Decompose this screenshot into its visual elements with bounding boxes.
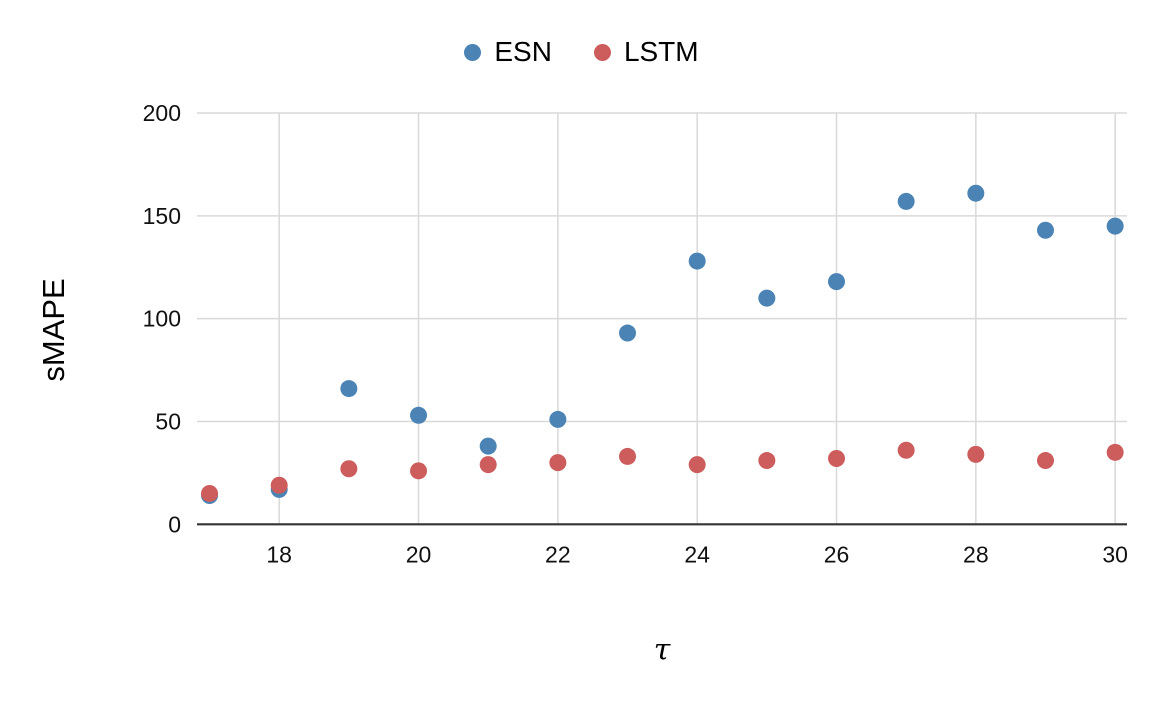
data-point-esn — [549, 410, 567, 428]
legend-label-esn: ESN — [494, 36, 552, 67]
data-point-esn — [410, 406, 428, 424]
y-tick-label: 0 — [168, 511, 181, 537]
data-point-lstm — [270, 476, 288, 494]
data-point-esn — [758, 289, 776, 307]
data-point-lstm — [479, 456, 497, 474]
y-tick-label: 200 — [143, 100, 181, 126]
legend-item-esn: ESN — [464, 38, 552, 66]
x-tick-label: 18 — [266, 541, 292, 567]
legend-label-lstm: LSTM — [623, 36, 699, 67]
data-point-lstm — [758, 452, 776, 470]
legend-dot-esn-icon — [464, 43, 482, 61]
y-tick-label: 100 — [143, 306, 181, 332]
data-point-esn — [1106, 217, 1124, 235]
data-point-lstm — [897, 441, 915, 459]
data-point-lstm — [967, 445, 985, 463]
x-tick-label: 20 — [406, 541, 432, 567]
legend-dot-lstm-icon — [593, 43, 611, 61]
data-point-lstm — [1036, 452, 1054, 470]
data-point-esn — [967, 184, 985, 202]
data-point-lstm — [1106, 443, 1124, 461]
data-point-esn — [1036, 221, 1054, 239]
data-point-esn — [688, 252, 706, 270]
data-point-lstm — [549, 454, 567, 472]
x-tick-label: 28 — [963, 541, 989, 567]
y-tick-label: 50 — [155, 408, 181, 434]
data-point-esn — [340, 380, 358, 398]
data-point-esn — [897, 192, 915, 210]
y-tick-label: 150 — [143, 203, 181, 229]
x-tick-label: 22 — [545, 541, 571, 567]
data-point-lstm — [201, 484, 219, 502]
x-tick-label: 30 — [1102, 541, 1128, 567]
chart-legend: ESN LSTM — [0, 38, 1163, 66]
data-point-lstm — [410, 462, 428, 480]
x-tick-label: 24 — [684, 541, 710, 567]
legend-item-lstm: LSTM — [593, 36, 699, 67]
data-point-esn — [479, 437, 497, 455]
data-point-lstm — [828, 449, 846, 467]
x-tick-label: 26 — [824, 541, 850, 567]
x-axis-title: τ — [653, 632, 671, 668]
data-point-lstm — [340, 460, 358, 478]
data-point-lstm — [619, 447, 637, 465]
data-point-esn — [828, 273, 846, 291]
data-point-esn — [619, 324, 637, 342]
data-point-lstm — [688, 456, 706, 474]
